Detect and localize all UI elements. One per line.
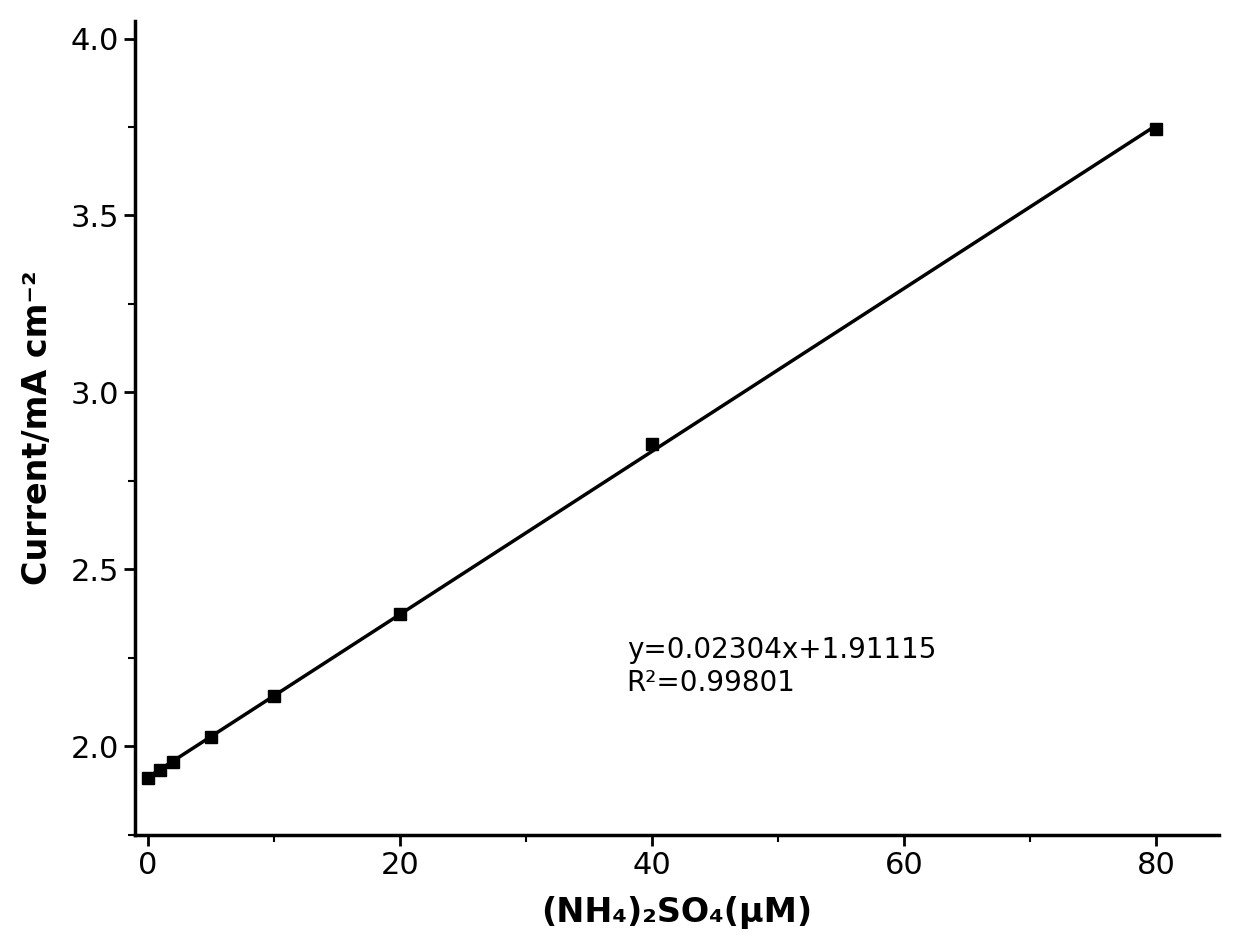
- X-axis label: (NH₄)₂SO₄(μM): (NH₄)₂SO₄(μM): [542, 896, 812, 929]
- Text: y=0.02304x+1.91115
R²=0.99801: y=0.02304x+1.91115 R²=0.99801: [626, 636, 936, 696]
- Y-axis label: Current/mA cm⁻²: Current/mA cm⁻²: [21, 271, 53, 585]
